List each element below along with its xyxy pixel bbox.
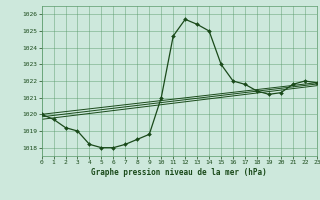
X-axis label: Graphe pression niveau de la mer (hPa): Graphe pression niveau de la mer (hPa) <box>91 168 267 177</box>
